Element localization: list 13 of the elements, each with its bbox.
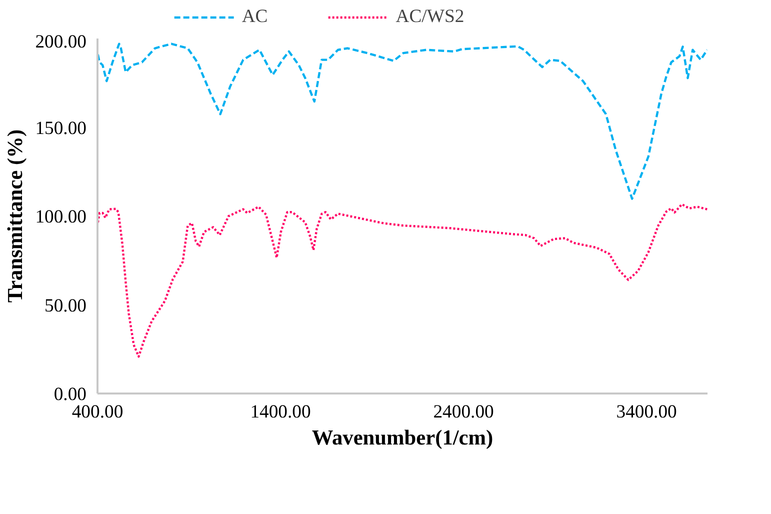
x-tick-label: 2400.00 xyxy=(433,402,494,422)
y-tick-label: 150.00 xyxy=(35,118,87,139)
legend-label: AC/WS2 xyxy=(396,6,464,28)
x-tick-label: 3400.00 xyxy=(616,402,677,422)
y-tick-label: 50.00 xyxy=(44,295,87,316)
line-series xyxy=(98,203,708,358)
y-tick-label: 100.00 xyxy=(35,206,87,228)
x-axis-title: Wavenumber(1/cm) xyxy=(312,426,494,450)
legend-label: AC xyxy=(242,6,268,28)
y-axis-title: Transmittance (%) xyxy=(3,129,28,303)
line-series xyxy=(98,42,708,200)
x-tick-label: 1400.00 xyxy=(250,402,311,422)
y-tick-label: 200.00 xyxy=(35,32,87,52)
